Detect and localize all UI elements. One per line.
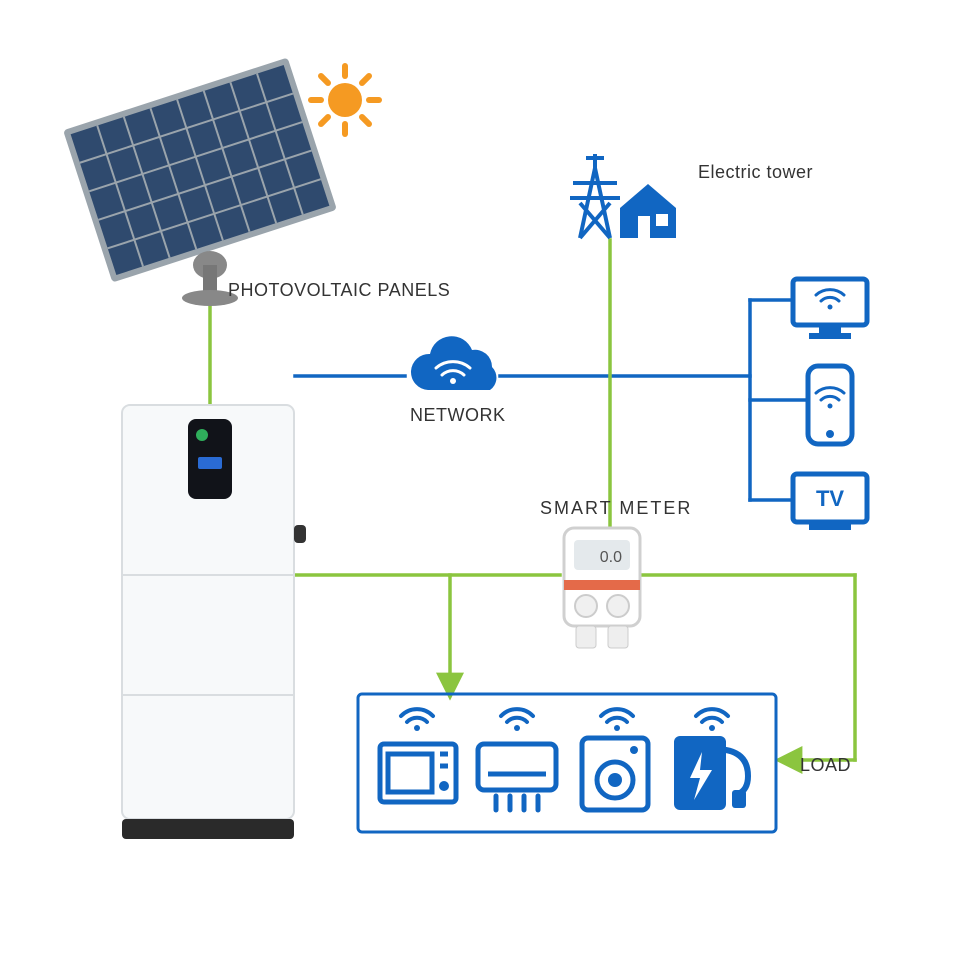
washer-icon	[582, 738, 648, 810]
network-cloud-icon	[398, 335, 508, 415]
photovoltaic-panel-icon	[50, 40, 350, 320]
phone-icon	[800, 360, 860, 450]
tower-label: Electric tower	[698, 162, 813, 183]
network-label: NETWORK	[410, 405, 506, 426]
tv-icon: TV	[785, 462, 875, 537]
smart-meter-icon: 0.0	[552, 520, 652, 655]
ac-icon	[478, 744, 556, 810]
load-box	[352, 688, 782, 838]
electric-tower-icon	[560, 148, 690, 248]
svg-text:TV: TV	[816, 486, 844, 511]
ev-charger-icon	[674, 736, 748, 810]
meter-readout: 0.0	[600, 549, 622, 566]
meter-label: SMART METER	[540, 498, 692, 519]
monitor-icon	[785, 265, 875, 345]
microwave-icon	[380, 744, 456, 802]
load-label: LOAD	[800, 755, 851, 776]
pv-label: PHOTOVOLTAIC PANELS	[228, 280, 450, 301]
energy-storage-icon	[110, 395, 310, 855]
